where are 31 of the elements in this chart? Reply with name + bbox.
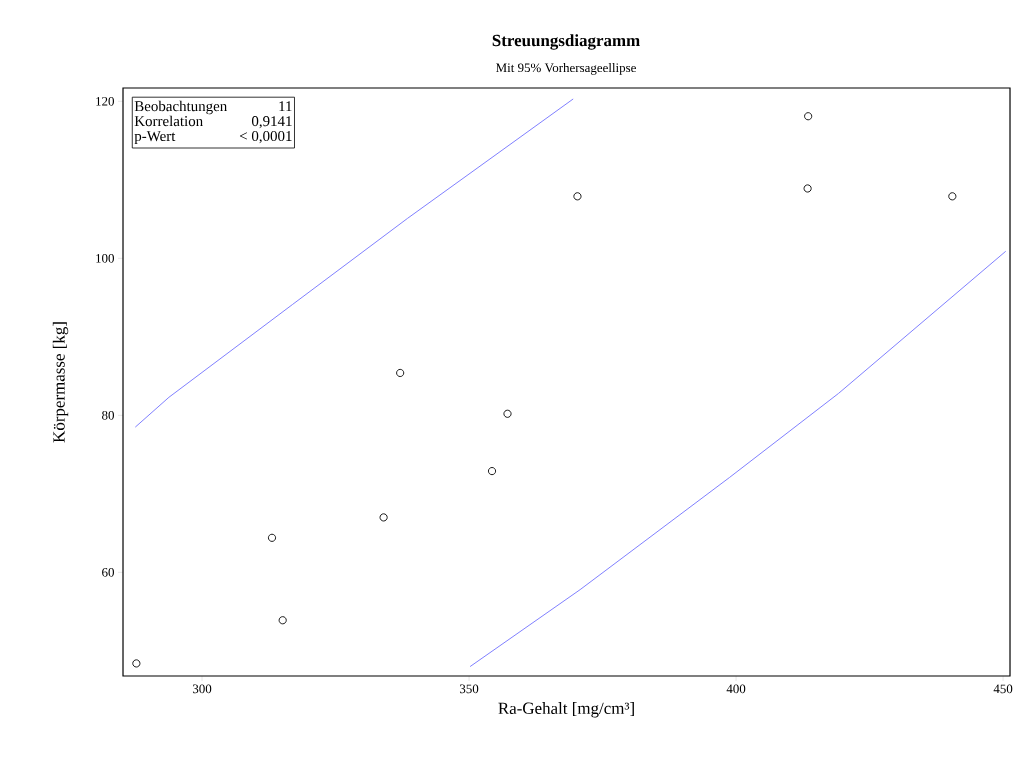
x-tick-label: 350 (459, 684, 479, 694)
y-tick-label: 100 (96, 253, 114, 263)
point (396, 368, 405, 377)
line-series (134, 98, 574, 428)
point (278, 616, 287, 625)
y-axis-title: Körpermasse [kg] (52, 322, 69, 443)
point (487, 467, 497, 476)
point (948, 192, 957, 201)
y-tick-label: 120 (96, 96, 114, 106)
point (573, 192, 582, 201)
annotation: p-Wert (134, 131, 176, 145)
line-series (469, 250, 1007, 668)
point (803, 184, 812, 193)
x-tick-label: 400 (726, 684, 746, 694)
point (804, 112, 813, 121)
point (267, 533, 277, 542)
y-tick-label: 60 (102, 567, 114, 577)
point (132, 659, 141, 668)
annotation: Korrelation (134, 115, 203, 127)
x-tick-label: 450 (993, 684, 1013, 694)
annotation: < 0,0001 (239, 130, 292, 144)
point (379, 513, 388, 522)
x-axis-title: Ra-Gehalt [mg/cm³] (498, 702, 634, 718)
point (503, 409, 512, 418)
annotation: 11 (279, 101, 292, 112)
x-tick-label: 300 (192, 684, 212, 694)
annotation: 0,9141 (251, 116, 292, 129)
y-tick-label: 80 (102, 410, 114, 420)
annotation: Beobachtungen (134, 100, 228, 115)
chart-subtitle: Mit 95% Vorhersageellipse (496, 63, 636, 75)
chart-title: Streuungsdiagramm (492, 34, 640, 50)
